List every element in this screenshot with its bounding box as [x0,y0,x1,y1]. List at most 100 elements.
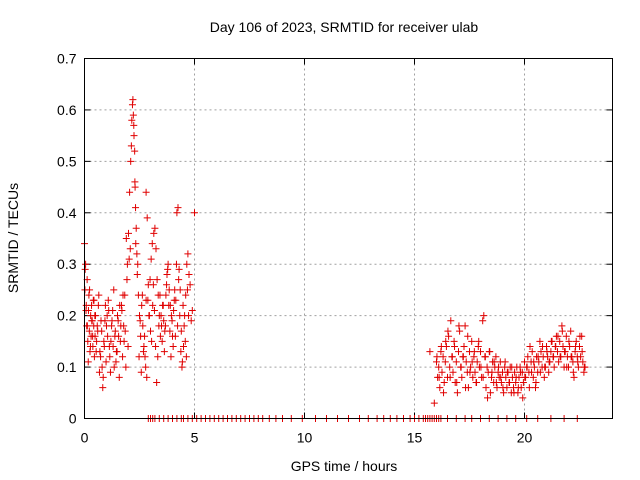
data-point [525,384,533,392]
data-point [530,363,538,371]
data-point [556,337,564,345]
data-point [135,353,143,361]
data-point [143,214,151,222]
data-point [567,353,575,361]
data-point [445,332,453,340]
data-point [176,312,184,320]
data-point [106,368,114,376]
data-point [519,394,527,402]
data-point [92,348,100,356]
data-point [457,363,465,371]
x-tick-labels: 0 5 10 15 20 [81,430,533,446]
data-point [511,368,519,376]
data-point [178,363,186,371]
data-point [131,178,139,186]
data-point [167,312,175,320]
data-point [449,368,457,376]
data-point [176,286,184,294]
data-point [499,384,507,392]
data-point [103,312,111,320]
data-point [94,301,102,309]
data-point [492,353,500,361]
data-point [500,389,508,397]
x-tick-label: 20 [517,430,533,446]
data-point [541,363,549,371]
data-point [182,291,190,299]
data-point [574,363,582,371]
data-point [143,373,151,381]
data-point [512,373,520,381]
data-point [490,358,498,366]
data-point [508,363,516,371]
data-point [165,301,173,309]
data-point [473,379,481,386]
data-point [438,368,446,376]
data-point [456,327,464,335]
data-point [155,322,163,330]
data-point [177,348,185,356]
data-point [98,327,106,335]
data-point [152,245,160,253]
data-point [523,363,531,371]
data-point [133,271,141,278]
data-point [464,332,472,340]
data-point [175,265,183,273]
y-tick-label: 0.5 [57,153,77,169]
data-point [519,379,527,386]
y-tick-label: 0 [69,411,77,427]
data-point [132,240,140,248]
data-point [492,379,500,386]
data-point [469,373,477,381]
data-point [127,157,135,165]
data-point [147,255,155,263]
data-point [164,265,172,273]
data-point [114,317,122,325]
data-point [148,240,156,248]
chart-title: Day 106 of 2023, SRMTID for receiver ula… [210,19,479,35]
data-point [561,348,569,356]
data-point [532,379,540,386]
data-point [123,260,131,268]
data-point [182,353,190,361]
data-point [567,327,575,335]
data-point [166,327,174,335]
data-point [188,307,196,314]
data-point [497,373,505,381]
data-point [109,307,117,314]
data-point [554,348,561,356]
data-point [132,224,140,232]
data-point [547,337,555,345]
data-point [558,327,566,335]
data-point [99,384,107,392]
data-point [486,389,494,397]
data-point [91,312,99,320]
data-point [86,286,94,294]
data-point [444,327,452,335]
data-point [153,276,161,284]
data-point [157,312,165,320]
data-point [83,322,91,330]
data-point [90,296,98,304]
data-point [577,353,585,361]
data-point [174,204,182,212]
x-tick-label: 10 [297,430,313,446]
data-point [566,343,574,350]
data-point [576,332,584,340]
data-point [104,296,112,304]
data-point [447,317,455,325]
data-point [477,348,484,356]
data-point [142,363,150,371]
data-point [181,337,189,345]
data-point [477,363,485,371]
data-point [148,337,156,345]
data-point [95,368,103,376]
y-axis-label: SRMTID / TECUs [5,183,21,293]
data-point [149,301,157,309]
data-point [453,379,461,386]
data-point [440,379,448,386]
data-point [146,276,154,284]
data-point [545,368,553,376]
data-point [559,343,567,350]
data-point [572,343,580,350]
y-tick-label: 0.2 [57,308,77,324]
